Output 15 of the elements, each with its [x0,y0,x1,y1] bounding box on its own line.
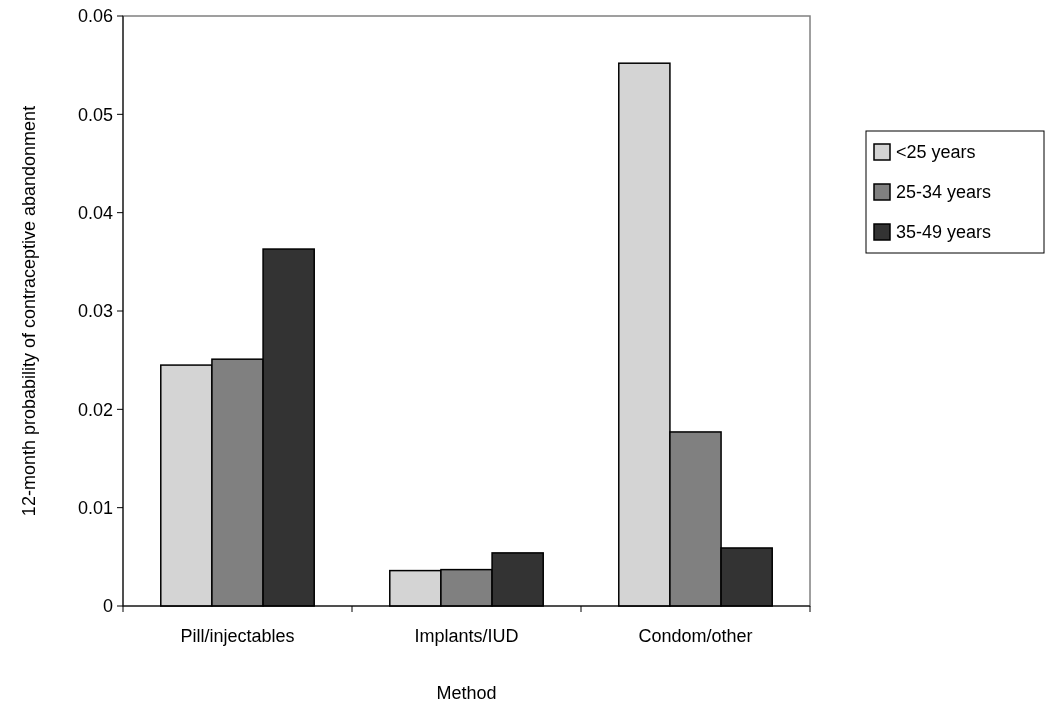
y-tick-label: 0.02 [77,399,113,420]
y-tick-label: 0 [102,596,113,617]
x-axis-title: Method [436,683,497,703]
y-tick-label: 0.01 [77,497,113,518]
x-tick-label: Condom/other [638,626,753,646]
legend-label: 25-34 years [896,182,992,203]
x-tick-label: Implants/IUD [414,626,519,646]
y-tick-label: 0.03 [77,301,113,322]
legend-label: 35-49 years [896,222,992,243]
y-tick-label: 0.06 [77,6,113,27]
y-tick-label: 0.04 [77,202,113,223]
x-tick-label: Pill/injectables [180,626,295,646]
y-tick-label: 0.05 [77,104,113,125]
legend-label: <25 years [896,142,976,163]
y-axis-title: 12-month probability of contraceptive abandonment [19,105,39,517]
